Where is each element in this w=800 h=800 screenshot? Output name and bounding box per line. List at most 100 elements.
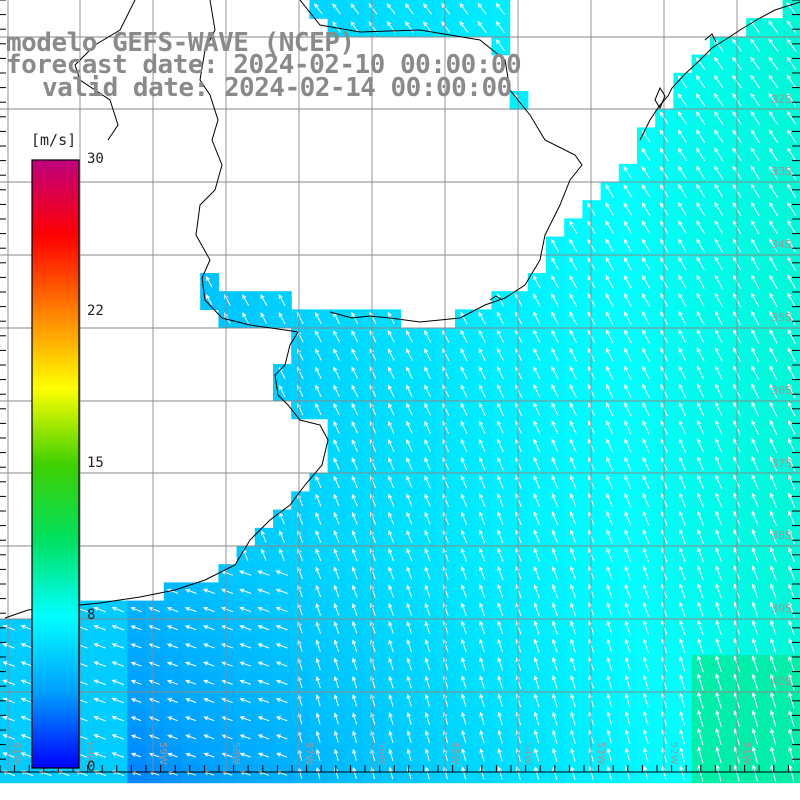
wind-arrow bbox=[239, 697, 251, 704]
wind-arrow bbox=[497, 729, 503, 744]
wind-arrow bbox=[551, 275, 559, 289]
wind-arrow bbox=[641, 256, 651, 271]
wind-arrow bbox=[624, 347, 632, 362]
wind-arrow bbox=[202, 606, 215, 613]
wind-arrow bbox=[641, 184, 651, 198]
wind-arrow bbox=[570, 656, 576, 671]
wind-arrow bbox=[787, 201, 797, 217]
wind-arrow bbox=[497, 638, 504, 653]
wind-arrow bbox=[406, 348, 413, 361]
latitude-label: 34S bbox=[771, 238, 792, 251]
wind-arrow bbox=[697, 638, 704, 654]
wind-arrow bbox=[203, 661, 215, 667]
wind-arrow bbox=[534, 766, 540, 780]
wind-arrow bbox=[678, 292, 687, 307]
wind-arrow bbox=[769, 528, 777, 545]
wind-arrow bbox=[111, 752, 125, 758]
wind-arrow bbox=[642, 547, 650, 562]
wind-arrow bbox=[642, 347, 650, 362]
coastline bbox=[4, 0, 800, 619]
wind-arrow bbox=[786, 56, 797, 71]
wind-arrow bbox=[441, 21, 451, 33]
wind-arrow bbox=[406, 639, 412, 653]
wind-arrow bbox=[751, 274, 760, 289]
wind-arrow bbox=[533, 420, 541, 435]
wind-arrow bbox=[641, 220, 651, 234]
wind-arrow bbox=[257, 643, 270, 649]
wind-arrow bbox=[751, 456, 759, 472]
wind-arrow bbox=[587, 274, 596, 289]
wind-arrow bbox=[275, 734, 288, 740]
wind-arrow bbox=[111, 661, 125, 667]
wind-arrow bbox=[678, 401, 687, 417]
wind-arrow bbox=[642, 529, 650, 544]
wind-arrow bbox=[750, 147, 760, 162]
wind-arrow bbox=[257, 661, 270, 667]
wind-arrow bbox=[496, 384, 504, 398]
wind-arrow bbox=[333, 330, 341, 343]
wind-arrow bbox=[750, 38, 761, 52]
wind-arrow bbox=[388, 712, 394, 725]
wind-arrow bbox=[697, 438, 705, 453]
wind-arrow bbox=[770, 619, 777, 636]
wind-arrow bbox=[641, 202, 651, 216]
wind-arrow bbox=[333, 402, 340, 416]
title-forecast-date: forecast date: 2024-02-10 00:00:00 bbox=[6, 50, 522, 80]
wind-arrow bbox=[333, 693, 339, 707]
wind-arrow bbox=[751, 583, 759, 599]
wind-arrow bbox=[275, 752, 288, 758]
wind-arrow bbox=[497, 693, 503, 708]
wind-arrow bbox=[460, 438, 468, 453]
wind-arrow bbox=[787, 437, 796, 454]
wind-arrow bbox=[275, 661, 288, 667]
wind-arrow bbox=[642, 383, 650, 399]
wind-arrow bbox=[697, 456, 705, 472]
wind-arrow bbox=[333, 475, 340, 489]
wind-arrow bbox=[751, 437, 759, 454]
wind-arrow bbox=[678, 420, 687, 435]
wind-arrow bbox=[587, 311, 596, 325]
wind-arrow bbox=[788, 528, 795, 545]
wind-arrow bbox=[606, 583, 613, 599]
wind-arrow bbox=[751, 492, 759, 508]
wind-arrow bbox=[406, 602, 413, 616]
wind-arrow bbox=[461, 675, 467, 689]
wind-arrow bbox=[605, 274, 614, 289]
wind-arrow bbox=[587, 293, 596, 307]
wind-arrow bbox=[697, 583, 704, 599]
wind-arrow bbox=[552, 729, 558, 744]
wind-arrow bbox=[460, 402, 468, 416]
wind-arrow bbox=[111, 643, 125, 649]
wind-arrow bbox=[641, 238, 651, 253]
wind-arrow bbox=[679, 565, 686, 581]
wind-arrow bbox=[787, 347, 796, 362]
wind-arrow bbox=[460, 547, 467, 562]
wind-arrow bbox=[460, 366, 468, 380]
wind-arrow bbox=[679, 529, 686, 544]
wind-arrow bbox=[697, 601, 704, 617]
wind-arrow bbox=[333, 657, 340, 671]
wind-arrow bbox=[696, 238, 705, 253]
lat-lon-grid bbox=[0, 0, 800, 772]
wind-arrow bbox=[496, 329, 505, 343]
wind-arrow bbox=[351, 602, 358, 616]
wind-arrow bbox=[750, 220, 760, 235]
wind-arrow bbox=[624, 420, 632, 435]
wind-arrow bbox=[533, 365, 541, 380]
wind-arrow bbox=[388, 511, 395, 525]
wind-arrow bbox=[184, 661, 197, 667]
wind-arrow bbox=[696, 310, 705, 326]
wind-arrow bbox=[239, 716, 251, 722]
wind-arrow bbox=[769, 401, 778, 417]
wind-arrow bbox=[460, 347, 468, 362]
wind-arrow bbox=[533, 275, 541, 289]
wind-arrow bbox=[221, 606, 234, 613]
wind-arrow bbox=[642, 293, 651, 307]
wind-arrow bbox=[461, 620, 467, 635]
wind-arrow bbox=[624, 692, 631, 708]
wind-arrow bbox=[605, 293, 614, 307]
wind-arrow bbox=[166, 698, 178, 703]
wind-arrow bbox=[569, 474, 577, 489]
wind-arrow bbox=[606, 402, 614, 417]
wind-arrow bbox=[478, 420, 486, 435]
